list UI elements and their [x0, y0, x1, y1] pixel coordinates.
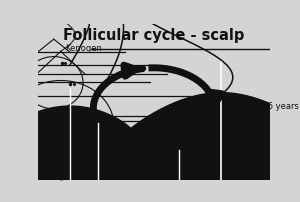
Polygon shape — [99, 93, 300, 202]
Polygon shape — [97, 168, 262, 202]
Text: Anagen – 2 to 6 years: Anagen – 2 to 6 years — [207, 102, 299, 111]
Polygon shape — [0, 106, 142, 177]
Text: Kenogen: Kenogen — [65, 44, 102, 54]
Text: Catagen – 2 to 3 weeks: Catagen – 2 to 3 weeks — [147, 161, 245, 170]
Polygon shape — [15, 144, 181, 202]
Text: Follicular cycle - scalp: Follicular cycle - scalp — [63, 28, 244, 43]
Text: Telogen – 3 months: Telogen – 3 months — [72, 146, 154, 155]
